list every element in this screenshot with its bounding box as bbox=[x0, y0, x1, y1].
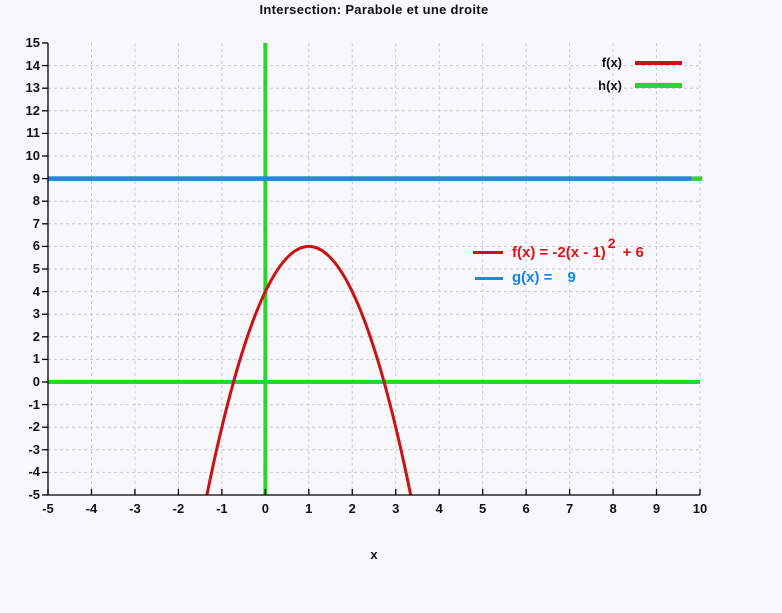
legend-swatch-f-red-line bbox=[635, 60, 682, 65]
x-tick-label: -4 bbox=[85, 501, 98, 516]
x-tick-label: -5 bbox=[42, 501, 54, 516]
x-tick-label: 7 bbox=[565, 501, 574, 516]
y-tick-label: 3 bbox=[32, 306, 40, 322]
y-tick-label: -4 bbox=[28, 464, 40, 480]
y-tick-label: 12 bbox=[25, 102, 40, 118]
x-tick-label: 4 bbox=[435, 501, 443, 516]
annotation-f-prefix: f(x) = -2(x - 1) bbox=[512, 244, 606, 261]
chart-title: Intersection: Parabole et une droite bbox=[259, 2, 489, 17]
y-tick-label: 10 bbox=[25, 148, 40, 163]
x-tick-label: 8 bbox=[609, 501, 617, 516]
y-tick-label: 14 bbox=[25, 57, 40, 73]
annotation-g-value: 9 bbox=[567, 269, 576, 286]
annotation-g-equation: g(x) = 9 bbox=[512, 269, 576, 286]
y-tick-label: 2 bbox=[32, 328, 40, 344]
y-tick-label: -5 bbox=[28, 487, 40, 502]
legend-label-f: f(x) bbox=[601, 55, 622, 70]
legend-row-h: h(x) bbox=[598, 74, 682, 97]
x-tick-label: 10 bbox=[692, 501, 708, 516]
x-axis-label: x bbox=[370, 547, 378, 562]
annotation-g-label: g(x) = bbox=[512, 269, 553, 286]
x-tick-label: 9 bbox=[652, 501, 661, 516]
x-tick-label: 1 bbox=[305, 501, 313, 516]
legend-row-f: f(x) bbox=[598, 51, 682, 74]
x-tick-label: -1 bbox=[216, 501, 228, 516]
y-tick-label: 5 bbox=[32, 261, 40, 276]
legend-swatch-h-green-line bbox=[635, 83, 682, 88]
y-tick-label: 6 bbox=[32, 238, 40, 254]
x-tick-label: -3 bbox=[129, 501, 141, 516]
annotation-f-swatch bbox=[473, 251, 503, 254]
annotation-f-equation: f(x) = -2(x - 1)2 + 6 bbox=[512, 235, 644, 261]
x-tick-label: 6 bbox=[522, 501, 530, 516]
x-tick-label: 2 bbox=[348, 501, 356, 516]
annotation-f-exponent: 2 bbox=[607, 235, 616, 251]
y-tick-label: 7 bbox=[32, 215, 40, 231]
y-tick-label: 9 bbox=[32, 170, 40, 186]
x-tick-label: 5 bbox=[479, 501, 487, 516]
x-tick-label: 0 bbox=[261, 501, 269, 516]
y-tick-label: -1 bbox=[28, 396, 40, 412]
y-tick-label: 15 bbox=[25, 35, 40, 50]
annotation-f-suffix: + 6 bbox=[622, 244, 644, 261]
y-tick-label: 4 bbox=[32, 283, 40, 299]
legend: f(x) h(x) bbox=[598, 51, 682, 97]
x-tick-label: 3 bbox=[392, 501, 400, 516]
y-tick-label: 11 bbox=[26, 125, 40, 141]
y-tick-label: 1 bbox=[32, 351, 40, 367]
y-tick-label: 0 bbox=[32, 374, 40, 389]
legend-label-h: h(x) bbox=[598, 78, 622, 93]
y-tick-label: 8 bbox=[32, 193, 40, 209]
x-tick-label: -2 bbox=[172, 501, 185, 516]
y-tick-label: -3 bbox=[28, 441, 40, 457]
y-tick-label: 13 bbox=[25, 80, 40, 96]
y-tick-label: -2 bbox=[28, 419, 40, 435]
annotation-g-swatch bbox=[475, 277, 503, 280]
